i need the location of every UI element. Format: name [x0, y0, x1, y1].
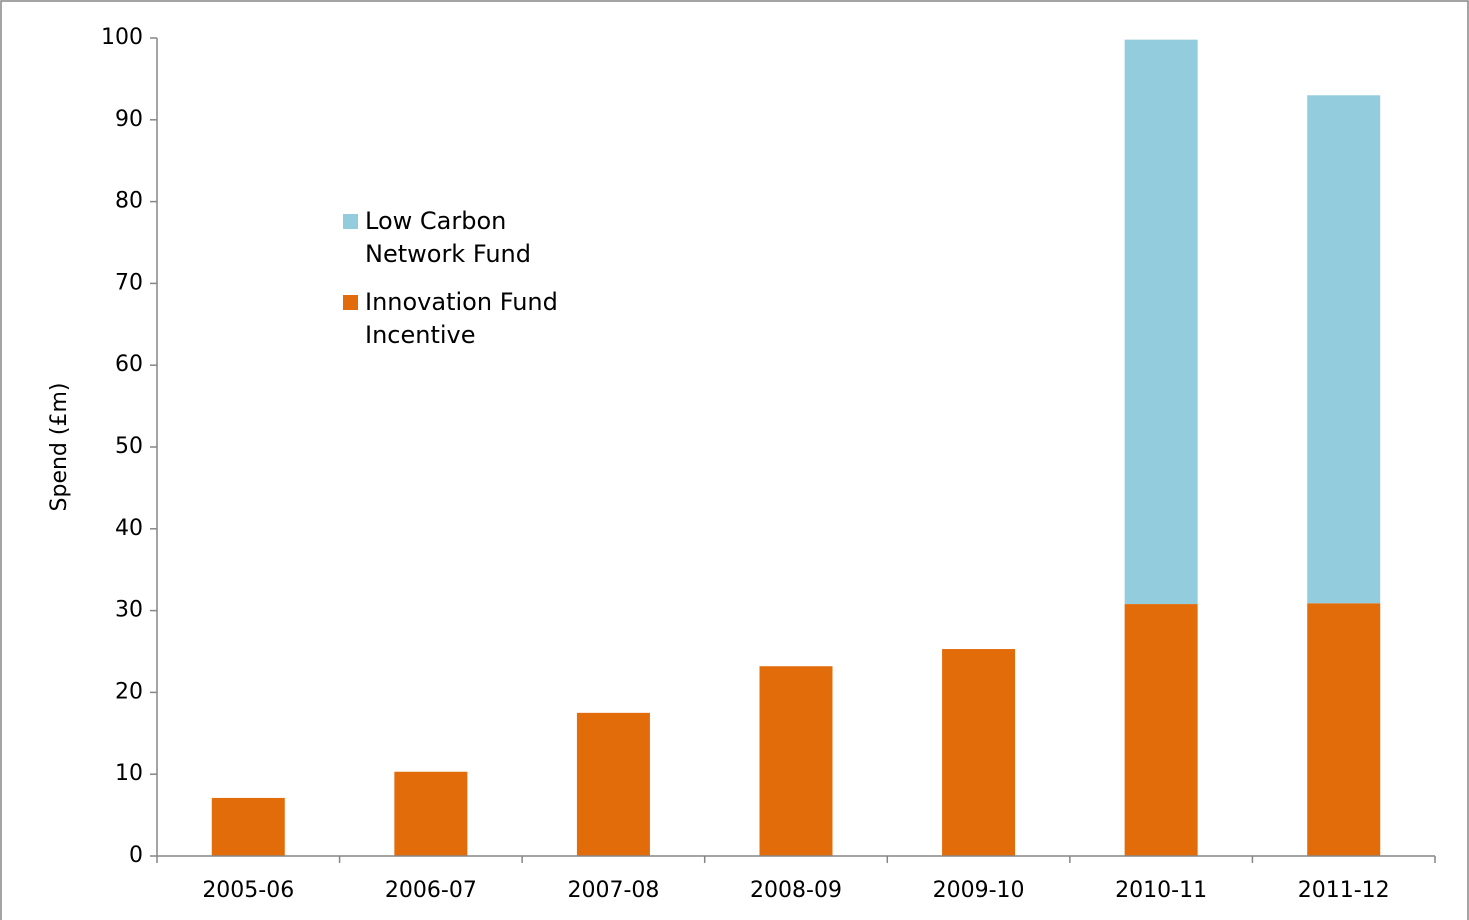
- x-tick-label: 2010-11: [1115, 878, 1207, 903]
- y-tick-label: 10: [115, 761, 143, 786]
- legend-item: Low Carbon Network Fund: [343, 205, 558, 271]
- x-tick-label: 2006-07: [385, 878, 477, 903]
- y-tick-label: 30: [115, 598, 143, 623]
- legend-swatch: [343, 214, 358, 229]
- x-tick-label: 2005-06: [202, 878, 294, 903]
- x-tick-label: 2007-08: [567, 878, 659, 903]
- bar: [759, 666, 833, 856]
- y-tick-label: 90: [115, 107, 143, 132]
- x-tick-label: 2009-10: [933, 878, 1025, 903]
- y-axis-label: Spend (£m): [47, 383, 72, 512]
- legend-label: Low Carbon Network Fund: [365, 207, 531, 268]
- bar: [1307, 603, 1381, 856]
- bar: [576, 712, 650, 856]
- x-tick-label: 2011-12: [1298, 878, 1390, 903]
- y-tick-label: 60: [115, 352, 143, 377]
- legend-item: Innovation Fund Incentive: [343, 286, 558, 352]
- bar: [1307, 95, 1381, 604]
- bar: [394, 771, 468, 856]
- y-tick-label: 40: [115, 516, 143, 541]
- legend: Low Carbon Network Fund Innovation Fund I…: [343, 205, 558, 367]
- x-tick-label: 2008-09: [750, 878, 842, 903]
- y-tick-label: 100: [101, 25, 143, 50]
- legend-swatch: [343, 295, 358, 310]
- y-tick-label: 0: [129, 843, 143, 868]
- bar: [1124, 604, 1198, 856]
- y-tick-label: 80: [115, 189, 143, 214]
- legend-label: Innovation Fund Incentive: [365, 288, 558, 349]
- bar: [942, 649, 1016, 856]
- y-tick-label: 70: [115, 270, 143, 295]
- y-tick-label: 50: [115, 434, 143, 459]
- y-tick-label: 20: [115, 679, 143, 704]
- bar: [211, 797, 285, 856]
- bar: [1124, 39, 1198, 605]
